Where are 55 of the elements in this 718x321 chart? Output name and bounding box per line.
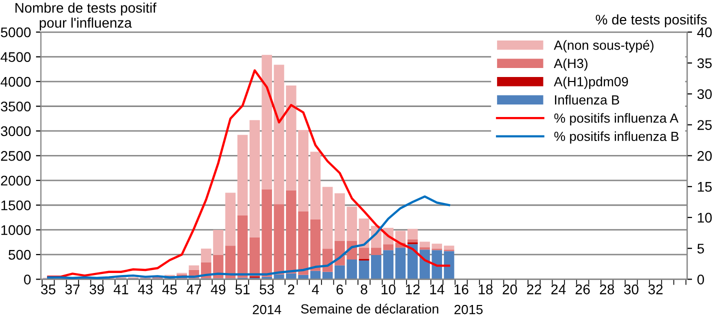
y2-tick-label: 35 — [697, 58, 712, 68]
y-tick-label: 1000 — [1, 225, 31, 236]
x-tick-label: 6 — [336, 284, 343, 294]
y2-tick-label: 5 — [697, 244, 704, 254]
x-tick-label: 39 — [90, 284, 104, 294]
x-axis-title: Semaine de déclaration — [301, 304, 438, 314]
legend-label: % positifs influenza B — [554, 131, 679, 144]
text: 2014 — [252, 304, 282, 314]
y-tick-label: 2500 — [1, 151, 31, 161]
x-tick-label: 53 — [260, 284, 274, 294]
x-tick-label: 35 — [41, 284, 56, 294]
y2-axis-title: % de tests positifs — [596, 14, 707, 28]
x-tick-label: 16 — [454, 284, 468, 294]
y-tick-label: 1500 — [1, 200, 31, 210]
y-tick-label: 3000 — [0, 126, 31, 136]
text: 2015 — [454, 304, 483, 314]
y-tick-label: 0 — [24, 274, 31, 284]
x-tick-label: 12 — [406, 284, 420, 294]
x-tick-label: 28 — [600, 284, 614, 294]
x-tick-label: 49 — [210, 284, 226, 294]
x-tick-label: 43 — [138, 284, 152, 294]
x-tick-label: 2 — [288, 284, 294, 294]
y2-tick-label: 0 — [697, 274, 704, 284]
y2-tick-label: 30 — [697, 89, 712, 100]
x-tick-label: 51 — [235, 284, 250, 294]
y2-tick-label: 20 — [698, 151, 712, 161]
x-tick-label: 18 — [478, 284, 493, 294]
x-tick-label: 14 — [430, 284, 444, 294]
x-tick-label: 24 — [551, 284, 566, 294]
x-tick-label: 10 — [382, 284, 396, 294]
x-tick-label: 37 — [65, 284, 80, 294]
legend-label: A(H1)pdm09 — [554, 76, 628, 89]
legend-label: A(H3) — [554, 58, 588, 71]
x-tick-label: 4 — [312, 284, 319, 294]
y-tick-label: 500 — [8, 250, 31, 260]
y2-tick-label: 40 — [697, 27, 712, 38]
y-tick-label: 4000 — [0, 76, 31, 87]
x-tick-label: 30 — [624, 284, 638, 294]
y2-tick-label: 25 — [698, 120, 712, 130]
x-tick-label: 26 — [576, 284, 590, 294]
y2-tick-label: 15 — [698, 182, 712, 192]
x-tick-label: 47 — [186, 284, 201, 294]
legend-label: Influenza B — [555, 94, 620, 105]
y2-tick-label: 10 — [698, 212, 712, 223]
x-tick-label: 32 — [648, 284, 663, 294]
x-tick-label: 20 — [502, 284, 517, 294]
y-tick-label: 4500 — [0, 52, 31, 62]
y-tick-label: 3500 — [0, 102, 31, 112]
x-tick-label: 22 — [527, 284, 542, 294]
x-tick-label: 45 — [162, 284, 177, 294]
x-tick-label: 41 — [114, 284, 128, 294]
x-tick-label: 8 — [360, 284, 368, 294]
y-tick-label: 2000 — [1, 176, 31, 186]
legend-label: % positifs influenza A — [554, 113, 678, 126]
legend-label: A(non sous-typé) — [554, 40, 654, 52]
